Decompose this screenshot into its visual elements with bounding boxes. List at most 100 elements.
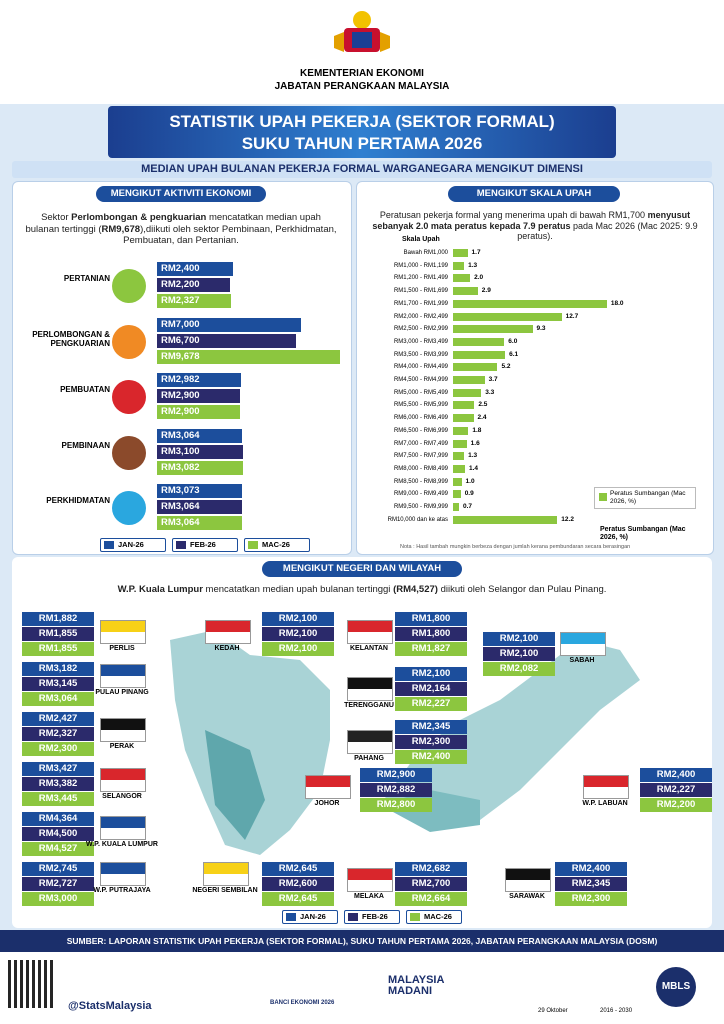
bar-label: RM7,000 <box>161 319 200 330</box>
department: JABATAN PERANGKAAN MALAYSIA <box>274 81 450 92</box>
sector-icon <box>112 269 146 303</box>
bar-label: 2.5 <box>478 401 488 409</box>
state-name: KELANTAN <box>350 645 388 652</box>
y-tick-label: RM7,000 - RM7,499 <box>393 440 448 447</box>
y-tick-label: RM5,000 - RM5,499 <box>393 389 448 396</box>
activity-description: Sektor Perlombongan & pengkuarian mencat… <box>24 212 338 247</box>
bar <box>157 516 243 530</box>
value-row: RM3,182 <box>22 662 94 676</box>
bar-label: 1.3 <box>468 261 478 269</box>
text: Perlombongan & pengkuarian <box>71 212 207 223</box>
value-row: RM2,100 <box>262 642 334 656</box>
value-row: RM2,327 <box>22 727 94 741</box>
y-tick-label: RM5,500 - RM5,999 <box>393 402 448 409</box>
y-tick-label: RM9,500 - RM9,999 <box>393 504 448 510</box>
bar <box>453 477 462 486</box>
bar <box>157 278 230 292</box>
legend-swatch <box>248 541 258 549</box>
value-row: RM2,745 <box>22 862 94 876</box>
bar-label: 3.7 <box>488 376 498 383</box>
flag <box>305 775 351 799</box>
flag <box>583 775 629 799</box>
flag <box>505 868 551 892</box>
handle: @StatsMalaysia <box>68 1000 152 1012</box>
bar-label: RM6,700 <box>161 335 200 346</box>
bar <box>157 461 243 475</box>
bar <box>157 318 301 332</box>
y-tick-label: RM4,500 - RM4,999 <box>393 377 448 383</box>
section-title: MENGIKUT SKALA UPAH <box>448 186 620 202</box>
bar <box>157 350 341 364</box>
text: RM9,678 <box>101 223 141 235</box>
bar-label: 1.7 <box>471 249 481 256</box>
y-tick-label: Bawah RM1,000 <box>403 250 448 256</box>
state-name: SELANGOR <box>102 793 142 800</box>
sector-icon <box>112 491 146 525</box>
bar <box>453 312 562 321</box>
bar-label: 5.2 <box>501 363 511 371</box>
text: pada Mac 2026 (Mac 2025: 9.9 peratus). <box>517 220 698 242</box>
bar <box>453 388 482 397</box>
text: Sektor <box>41 212 72 223</box>
sector-name: PERLOMBONGAN & PENGKUARIAN <box>32 330 110 348</box>
state-name: JOHOR <box>314 800 340 807</box>
bar-label: 18.0 <box>610 299 624 307</box>
state-name: SABAH <box>569 657 595 664</box>
bar <box>453 299 607 308</box>
sector-icon <box>112 325 146 359</box>
value-row: RM2,345 <box>555 877 627 891</box>
bar <box>453 363 498 372</box>
sector-name: PEMBUATAN <box>60 385 110 394</box>
state-name: W.P. KUALA LUMPUR <box>86 841 158 848</box>
footer <box>0 952 724 1024</box>
value-row: RM2,300 <box>22 742 94 756</box>
subtitle: SUKU TAHUN PERTAMA 2026 <box>241 134 483 153</box>
bar <box>453 490 461 499</box>
value-row: RM2,300 <box>395 735 467 749</box>
legend-label: FEB-26 <box>190 540 216 549</box>
flag <box>100 768 146 792</box>
logo: 29 Oktober <box>538 1008 568 1014</box>
legend-swatch <box>104 541 114 549</box>
state-name: MELAKA <box>354 893 384 900</box>
bar-label: RM9,678 <box>161 351 200 362</box>
value-row: RM4,527 <box>22 842 94 856</box>
y-tick-label: RM7,500 - RM7,999 <box>393 453 448 460</box>
logo: MALAYSIA MADANI <box>388 974 445 997</box>
section-title: MENGIKUT NEGERI DAN WILAYAH <box>262 561 462 577</box>
flag <box>560 632 606 656</box>
value-row: RM1,800 <box>395 627 467 641</box>
bar-label: RM2,327 <box>161 295 200 306</box>
sector-icon <box>112 436 146 470</box>
value-row: RM2,082 <box>483 662 555 676</box>
state-name: NEGERI SEMBILAN <box>192 887 258 894</box>
bar-label: 6.0 <box>508 337 518 345</box>
legend-label: JAN-26 <box>300 912 326 921</box>
value-row: RM2,227 <box>395 697 467 711</box>
legend: Peratus Sumbangan (Mac 2026, %) <box>594 487 696 509</box>
bar-label: RM2,982 <box>161 374 200 385</box>
value-row: RM1,855 <box>22 642 94 656</box>
bar-label: 2.0 <box>474 274 484 282</box>
state-name: PERLIS <box>109 645 135 652</box>
text: (RM4,527) <box>393 584 438 595</box>
flag <box>100 664 146 688</box>
bar <box>453 376 485 384</box>
bar <box>157 389 240 403</box>
crest <box>334 11 390 52</box>
scale-description: Peratusan pekerja formal yang menerima u… <box>366 210 704 242</box>
bar <box>157 484 243 498</box>
flag <box>205 620 251 644</box>
bar <box>453 452 465 461</box>
bar-label: RM2,900 <box>161 406 200 417</box>
bar <box>453 274 471 283</box>
title: STATISTIK UPAH PEKERJA (SEKTOR FORMAL) <box>169 112 555 131</box>
bar <box>453 325 533 334</box>
bar-label: 9.3 <box>536 325 546 333</box>
bar-label: 3.3 <box>485 388 495 396</box>
text: mencatatkan median upah bulanan tertingg… <box>25 212 321 235</box>
legend-item <box>244 538 310 552</box>
text: diikuti oleh Selangor dan Pulau Pinang. <box>437 584 607 595</box>
logo: MBLS <box>656 967 696 1007</box>
